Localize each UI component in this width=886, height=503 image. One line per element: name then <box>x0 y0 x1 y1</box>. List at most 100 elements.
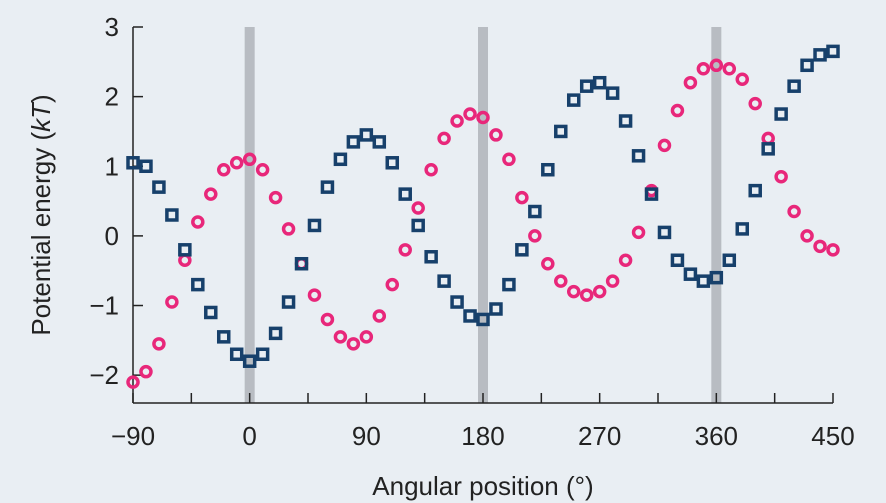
circle-data-point <box>696 62 711 76</box>
x-axis-title: Angular position (°) <box>372 471 593 501</box>
square-data-point <box>463 309 477 323</box>
y-axis-title: Potential energy (kT) <box>26 94 56 335</box>
circle-data-point <box>139 364 153 379</box>
circle-data-point <box>398 243 412 257</box>
square-data-point <box>139 159 153 174</box>
square-data-point <box>554 124 568 139</box>
square-data-point <box>385 156 400 170</box>
x-tick-label: −90 <box>111 421 155 451</box>
data-marks <box>126 44 840 389</box>
square-data-point <box>152 180 166 194</box>
x-tick-label: 180 <box>461 421 504 451</box>
square-data-point <box>541 162 555 177</box>
circle-data-point <box>450 114 464 128</box>
circle-data-point <box>333 330 348 344</box>
square-data-point <box>631 149 646 163</box>
square-data-point <box>644 187 659 201</box>
circle-data-point <box>748 96 762 111</box>
square-data-point <box>800 58 814 73</box>
square-data-point <box>398 187 412 201</box>
y-axis-title-part-3: ) <box>26 94 56 103</box>
square-data-point <box>346 135 361 149</box>
y-tick-label: 2 <box>105 82 119 112</box>
circle-data-point <box>489 128 503 142</box>
circle-data-point <box>787 204 801 219</box>
square-data-point <box>178 243 192 257</box>
square-data-point <box>696 274 711 288</box>
square-data-point <box>359 128 374 142</box>
square-data-point <box>709 270 724 285</box>
circle-data-point <box>631 225 646 240</box>
y-tick-label: −2 <box>89 360 119 390</box>
square-data-point <box>683 267 698 281</box>
square-data-point <box>670 253 685 268</box>
square-data-point <box>204 305 218 320</box>
circle-data-point <box>566 284 581 299</box>
circle-data-point <box>346 337 361 351</box>
circle-data-point <box>372 309 387 323</box>
square-data-point <box>528 204 542 219</box>
square-data-point <box>774 107 788 121</box>
vertical-bands <box>244 27 722 403</box>
circle-data-point <box>476 110 490 125</box>
square-data-point <box>735 222 750 236</box>
circle-data-point <box>216 162 231 177</box>
square-data-point <box>216 330 231 344</box>
square-data-point <box>502 277 516 292</box>
circle-data-point <box>502 152 516 167</box>
square-data-point <box>333 152 348 167</box>
circle-data-point <box>359 330 374 344</box>
circle-data-point <box>268 190 283 205</box>
square-data-point <box>592 75 607 90</box>
circle-data-point <box>242 152 257 167</box>
square-data-point <box>579 79 594 93</box>
square-data-point <box>255 347 270 362</box>
y-tick-label: 1 <box>105 151 119 181</box>
circle-data-point <box>709 58 724 73</box>
circle-data-point <box>722 62 737 76</box>
circle-data-point <box>385 277 400 292</box>
y-tick-label: 3 <box>105 12 119 42</box>
square-data-point <box>294 256 309 271</box>
circle-data-point <box>761 131 775 146</box>
square-data-point <box>826 44 840 59</box>
square-data-point <box>722 253 737 268</box>
x-tick-label: 90 <box>352 421 381 451</box>
circle-data-point <box>579 288 594 302</box>
circle-data-point <box>320 312 335 327</box>
square-data-point <box>411 218 425 233</box>
square-data-point <box>566 93 581 107</box>
circle-data-point <box>281 222 296 236</box>
circle-data-point <box>515 190 529 205</box>
circle-data-point <box>191 215 205 229</box>
x-tick-label: 0 <box>242 421 256 451</box>
tick-labels: −2 −1 0 1 2 3 −90 0 90 180 270 360 450 <box>89 12 854 451</box>
square-data-point <box>657 225 672 240</box>
square-data-point <box>437 274 451 288</box>
square-data-point <box>748 183 762 198</box>
circle-data-point <box>411 201 425 215</box>
vertical-band <box>244 27 255 403</box>
y-tick-label: −1 <box>89 291 119 321</box>
circle-data-point <box>178 253 192 268</box>
y-tick-label: 0 <box>105 221 119 251</box>
square-data-point <box>813 48 827 62</box>
circle-data-point <box>204 187 218 201</box>
square-data-point <box>268 326 283 341</box>
square-data-point <box>372 135 387 149</box>
square-data-point <box>281 295 296 309</box>
square-data-point <box>489 302 503 316</box>
square-data-point <box>191 277 205 292</box>
circle-data-point <box>826 243 840 257</box>
square-data-point <box>320 180 335 194</box>
square-data-point <box>450 295 464 309</box>
circle-data-point <box>528 229 542 243</box>
square-data-point <box>605 86 620 100</box>
x-tick-label: 360 <box>695 421 738 451</box>
circle-data-point <box>683 75 698 90</box>
circle-data-point <box>255 162 270 177</box>
circle-data-point <box>618 253 633 268</box>
circle-data-point <box>774 169 788 184</box>
square-data-point <box>307 218 322 233</box>
square-data-point <box>761 142 775 156</box>
